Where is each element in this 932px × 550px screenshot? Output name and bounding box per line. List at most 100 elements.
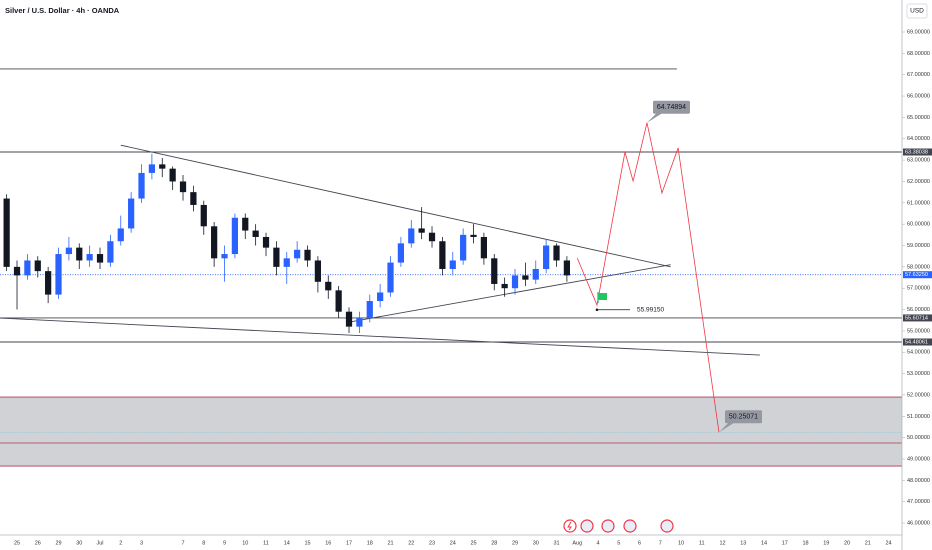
y-tick-label: 54.00000 — [907, 350, 930, 356]
y-tick-label: 61.00000 — [907, 200, 930, 206]
candle-body — [200, 204, 207, 227]
candle-body — [563, 260, 571, 276]
x-tick-label: 25 — [470, 540, 476, 546]
x-tick-label: 13 — [740, 540, 746, 546]
event-icon[interactable] — [563, 519, 577, 533]
y-tick-label: 65.00000 — [907, 115, 930, 121]
y-tick-label: 57.00000 — [907, 286, 930, 292]
x-tick-label: Aug — [572, 540, 582, 546]
annotation-label: 64.74894 — [657, 104, 686, 111]
x-tick-label: 23 — [429, 540, 435, 546]
x-tick-label: 5 — [617, 540, 620, 546]
x-tick-label: 29 — [55, 540, 61, 546]
candle-body — [511, 275, 519, 289]
candle-body — [179, 181, 187, 193]
x-tick-label: 16 — [325, 540, 331, 546]
y-tick-label: 67.00000 — [907, 72, 930, 78]
annotation-pointer — [718, 422, 735, 433]
candle-body — [221, 254, 228, 259]
candle-body — [439, 241, 446, 269]
y-tick-label: 69.00000 — [907, 29, 930, 35]
x-tick-label: 29 — [512, 540, 518, 546]
x-tick-label: 24 — [885, 540, 891, 546]
annotation-box — [724, 410, 762, 424]
current-price-label: 57.63250 — [905, 272, 928, 278]
candle-body — [3, 198, 10, 267]
candle-body — [397, 243, 405, 263]
candle-body — [262, 236, 270, 248]
candle-body — [366, 301, 373, 319]
current-price-bg — [903, 271, 932, 279]
y-tick-label: 58.00000 — [907, 264, 930, 270]
candle-body — [418, 228, 425, 233]
candle-body — [283, 258, 290, 267]
x-tick-label: 18 — [802, 540, 808, 546]
event-icon[interactable] — [660, 519, 674, 533]
annotation-label: 50.25071 — [729, 414, 758, 421]
y-tick-label: 60.00000 — [907, 222, 930, 228]
x-tick-label: 21 — [865, 540, 871, 546]
x-tick-label: 10 — [242, 540, 248, 546]
x-tick-label: 11 — [263, 540, 269, 546]
x-tick-label: 18 — [367, 540, 373, 546]
event-icons — [563, 519, 674, 533]
candle-body — [294, 249, 301, 259]
x-tick-label: 7 — [659, 540, 662, 546]
currency[interactable]: USD — [910, 8, 924, 15]
x-tick-label: 14 — [761, 540, 767, 546]
level-label-bg — [903, 338, 932, 346]
candle-body — [128, 198, 135, 229]
candle-body — [501, 283, 508, 289]
candle-body — [345, 311, 353, 327]
candle-body — [96, 254, 104, 263]
candle-body — [55, 254, 62, 295]
level-label: 55.60714 — [905, 315, 928, 321]
candle-body — [325, 281, 332, 291]
event-icon[interactable] — [623, 519, 637, 533]
y-tick-label: 49.00000 — [907, 456, 930, 462]
candle-body — [24, 260, 31, 276]
candle-body — [553, 245, 560, 261]
annotation-pointer — [646, 112, 663, 123]
x-tick-label: 7 — [181, 540, 184, 546]
flag-cloth — [598, 293, 607, 300]
y-tick-label: 62.00000 — [907, 179, 930, 185]
candle-body — [377, 292, 384, 302]
x-tick-label: 26 — [35, 540, 41, 546]
x-tick-label: 8 — [202, 540, 205, 546]
x-tick-label: 30 — [76, 540, 82, 546]
y-tick-label: 59.00000 — [907, 243, 930, 249]
projection-path — [576, 122, 720, 433]
x-tick-label: 28 — [491, 540, 497, 546]
candle-body — [387, 262, 394, 293]
candle-body — [117, 228, 124, 242]
y-tick-label: 52.00000 — [907, 392, 930, 398]
y-tick-label: 51.00000 — [907, 414, 930, 420]
y-tick-label: 56.00000 — [907, 307, 930, 313]
event-icon[interactable] — [580, 519, 594, 533]
candle-body — [532, 268, 539, 280]
candle-body — [45, 271, 52, 295]
candle-body — [34, 260, 41, 272]
candle-body — [252, 230, 259, 237]
x-tick-label: 12 — [719, 540, 725, 546]
y-tick-label: 68.00000 — [907, 51, 930, 57]
candle-body — [304, 249, 311, 261]
x-tick-label: 20 — [844, 540, 850, 546]
x-tick-label: 22 — [408, 540, 414, 546]
y-tick-label: 50.00000 — [907, 435, 930, 441]
level-label: 54.48061 — [905, 339, 928, 345]
y-tick-label: 55.00000 — [907, 328, 930, 334]
y-tick-label: 63.00000 — [907, 158, 930, 164]
level-label-bg — [903, 314, 932, 322]
annotation-label: 55.99150 — [637, 306, 664, 313]
candle-body — [460, 234, 467, 261]
candle-body — [190, 192, 197, 205]
x-tick-label: 15 — [304, 540, 310, 546]
level-label: 63.38038 — [905, 149, 928, 155]
event-icon[interactable] — [601, 519, 615, 533]
y-tick-label: 48.00000 — [907, 478, 930, 484]
candle-body — [107, 241, 114, 263]
currency-button[interactable] — [906, 3, 928, 19]
candle-body — [408, 228, 415, 244]
